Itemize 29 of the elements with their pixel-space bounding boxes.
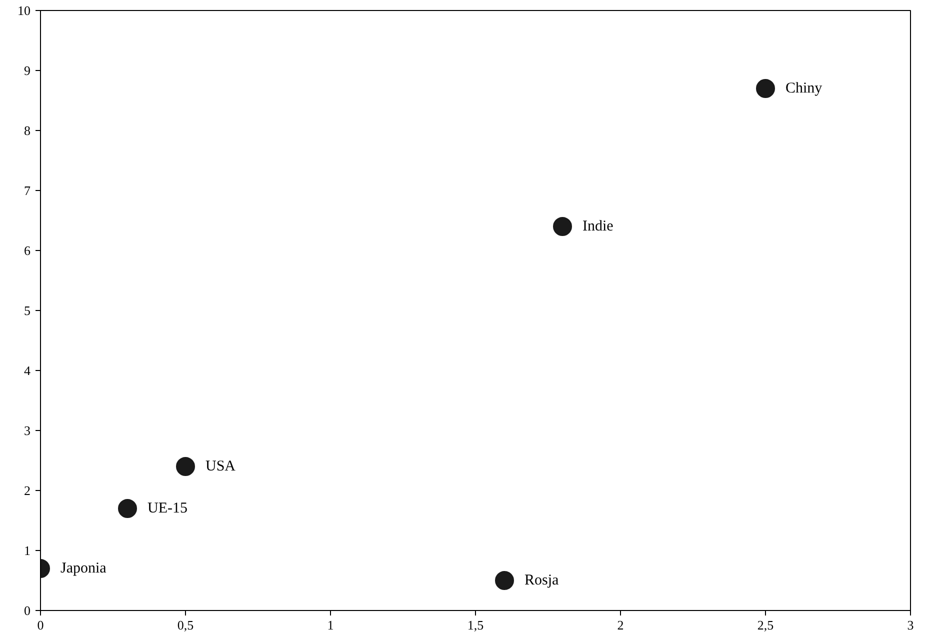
y-tick-label: 4	[24, 363, 31, 378]
point	[553, 217, 572, 236]
x-tick-label: 2,5	[757, 618, 774, 632]
y-tick-label: 2	[24, 483, 30, 498]
y-tick-label: 9	[24, 63, 30, 78]
y-tick-label: 7	[24, 183, 31, 198]
x-tick-label: 1,5	[467, 618, 484, 632]
y-tick-label: 6	[24, 243, 31, 258]
point	[118, 499, 137, 518]
point	[176, 457, 195, 476]
y-tick-label: 3	[24, 423, 30, 438]
point	[495, 571, 514, 590]
annotation: Rosja	[524, 572, 560, 588]
x-tick-label: 2	[617, 618, 624, 632]
annotation: USA	[206, 458, 236, 474]
y-tick-label: 10	[18, 3, 30, 18]
x-tick-label: 0,5	[177, 618, 194, 632]
annotation: Indie	[582, 218, 614, 234]
x-tick-label: 0	[37, 618, 44, 632]
x-tick-label: 3	[907, 618, 914, 632]
y-tick-label: 1	[24, 543, 30, 558]
x-tick-label: 1	[327, 618, 334, 632]
annotation: UE-15	[148, 500, 188, 516]
annotation: Chiny	[786, 80, 823, 96]
annotation: Japonia	[60, 560, 107, 576]
point	[756, 79, 775, 98]
y-tick-label: 5	[24, 303, 30, 318]
y-tick-label: 8	[24, 123, 30, 138]
y-tick-label: 0	[24, 603, 30, 618]
